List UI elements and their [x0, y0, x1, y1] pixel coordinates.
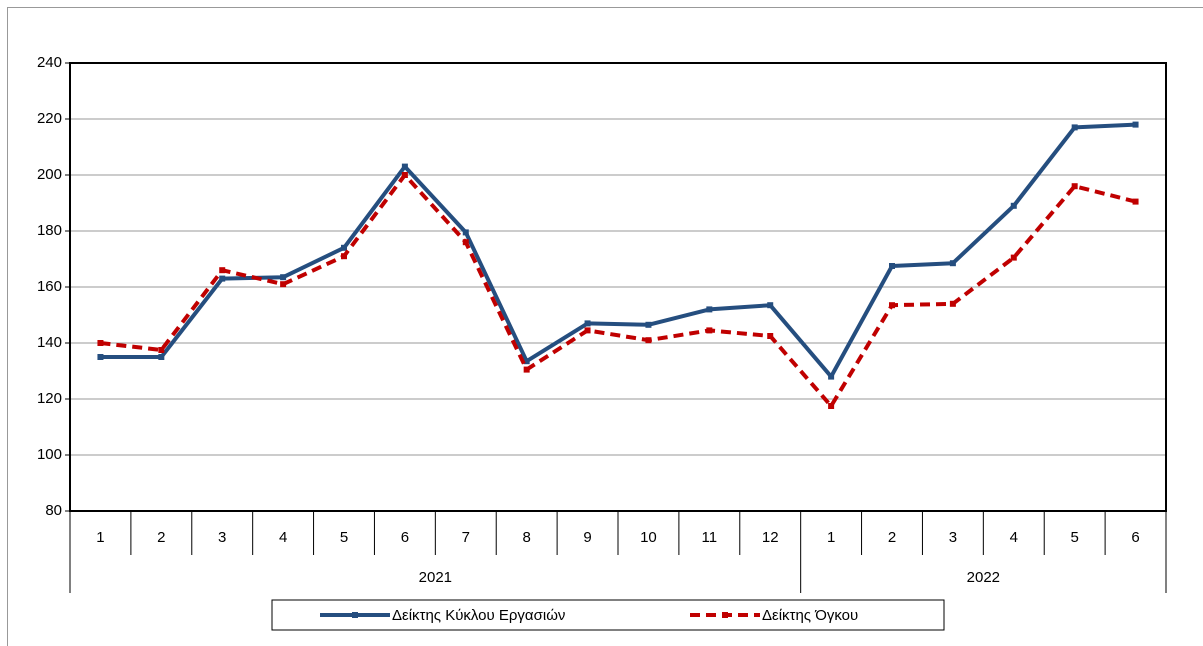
- series-line: [100, 122, 1136, 379]
- y-tick-label: 240: [37, 54, 62, 71]
- x-tick-label: 1: [827, 529, 835, 546]
- series-marker: [584, 320, 591, 327]
- series-marker: [341, 253, 347, 260]
- x-tick-label: 3: [218, 529, 226, 546]
- y-tick-label: 140: [37, 334, 62, 351]
- year-label: 2022: [967, 569, 1000, 586]
- series-marker: [645, 337, 652, 344]
- x-tick-label: 2: [157, 529, 165, 546]
- series-marker: [949, 260, 956, 267]
- series-marker: [767, 333, 774, 339]
- series-marker: [1010, 254, 1017, 261]
- y-tick-label: 180: [37, 222, 62, 239]
- series-marker: [158, 347, 165, 353]
- x-tick-label: 8: [522, 529, 530, 546]
- legend-label: Δείκτης Όγκου: [762, 607, 858, 624]
- x-tick-label: 10: [640, 529, 657, 546]
- series-marker: [401, 172, 408, 178]
- series-marker: [767, 302, 774, 309]
- y-tick-label: 200: [37, 166, 62, 183]
- x-tick-label: 3: [949, 529, 957, 546]
- y-tick-label: 120: [37, 390, 62, 407]
- legend-label: Δείκτης Κύκλου Εργασιών: [392, 607, 565, 624]
- series-marker: [280, 274, 287, 281]
- series-marker: [462, 239, 469, 246]
- series-marker: [949, 300, 956, 307]
- series-marker: [280, 281, 287, 288]
- series-marker: [828, 373, 835, 380]
- series-marker: [1010, 202, 1017, 209]
- y-tick-label: 80: [45, 502, 62, 519]
- series-marker: [97, 354, 104, 360]
- series-marker: [97, 340, 104, 346]
- series-marker: [889, 263, 895, 269]
- series-marker: [1071, 183, 1078, 190]
- series-marker: [523, 366, 530, 373]
- series-marker: [706, 306, 713, 313]
- year-label: 2021: [419, 569, 452, 586]
- series-marker: [645, 321, 652, 328]
- x-tick-label: 6: [1131, 529, 1139, 546]
- series-marker: [828, 403, 835, 409]
- series-marker: [462, 229, 469, 236]
- y-tick-label: 220: [37, 110, 62, 127]
- series-marker: [158, 354, 165, 360]
- x-tick-label: 5: [1070, 529, 1078, 546]
- series-marker: [1071, 124, 1078, 131]
- x-tick-label: 4: [1010, 529, 1018, 546]
- series-line: [100, 173, 1137, 408]
- x-tick-label: 9: [583, 529, 591, 546]
- x-tick-label: 12: [762, 529, 779, 546]
- x-tick-label: 6: [401, 529, 409, 546]
- series-marker: [706, 327, 713, 334]
- x-tick-label: 11: [702, 529, 718, 546]
- x-tick-label: 5: [340, 529, 348, 546]
- legend-marker: [352, 612, 358, 618]
- y-tick-label: 100: [37, 446, 62, 463]
- series-marker: [889, 302, 895, 309]
- series-marker: [219, 267, 226, 274]
- series-marker: [584, 327, 591, 334]
- x-tick-label: 2: [888, 529, 896, 546]
- x-tick-label: 7: [462, 529, 470, 546]
- series-marker: [1132, 121, 1139, 128]
- legend-marker: [722, 612, 728, 618]
- x-tick-label: 1: [96, 529, 104, 546]
- series-marker: [341, 244, 347, 251]
- series-marker: [219, 275, 226, 282]
- series-marker: [523, 358, 530, 365]
- y-tick-label: 160: [37, 278, 62, 295]
- x-tick-label: 4: [279, 529, 287, 546]
- series-marker: [401, 163, 408, 170]
- chart-border: [7, 7, 1203, 646]
- series-marker: [1132, 198, 1139, 205]
